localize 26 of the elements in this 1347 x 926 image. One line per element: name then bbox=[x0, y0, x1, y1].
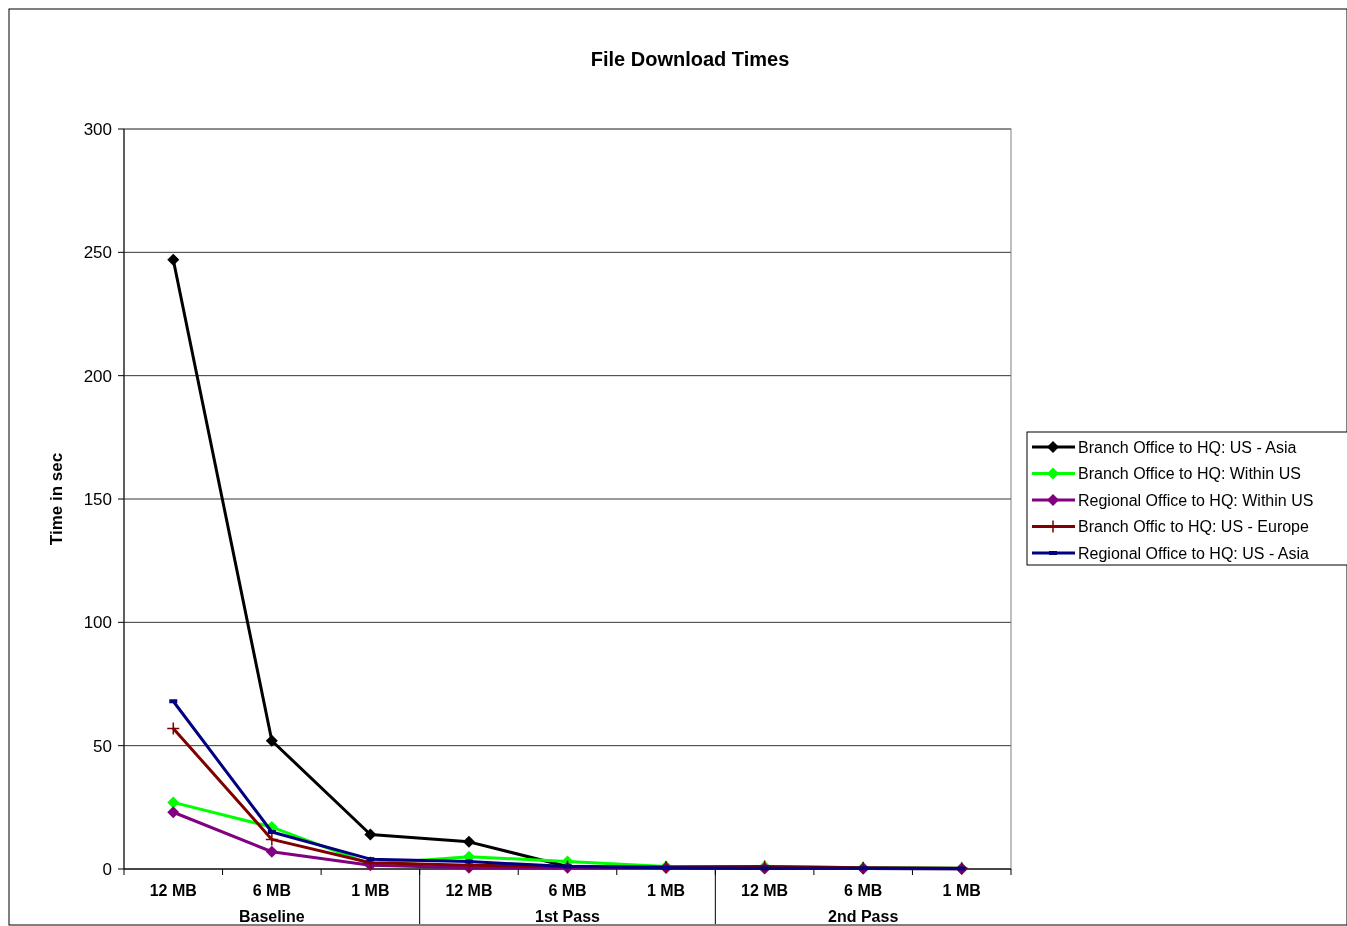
x-tick-label: 12 MB bbox=[741, 882, 789, 899]
y-tick-label: 0 bbox=[102, 859, 112, 879]
legend-label: Regional Office to HQ: US - Asia bbox=[1078, 544, 1310, 562]
legend-label: Branch Office to HQ: US - Asia bbox=[1078, 438, 1297, 456]
x-tick-label: 1 MB bbox=[351, 882, 390, 899]
y-tick-label: 300 bbox=[83, 119, 112, 139]
x-tick-label: 1 MB bbox=[942, 882, 981, 899]
y-axis-title: Time in sec bbox=[47, 452, 66, 546]
y-tick-label: 150 bbox=[83, 489, 112, 509]
x-tick-label: 6 MB bbox=[844, 882, 883, 899]
text: 1st Pass bbox=[535, 908, 601, 925]
text: Baseline bbox=[238, 908, 305, 925]
x-tick-label: 12 MB bbox=[149, 882, 197, 899]
y-tick-label: 50 bbox=[93, 736, 112, 756]
legend-label: Branch Offic to HQ: US - Europe bbox=[1078, 518, 1310, 536]
x-tick-label: 6 MB bbox=[548, 882, 587, 899]
x-tick-label: 12 MB bbox=[445, 882, 493, 899]
legend-label: Regional Office to HQ: Within US bbox=[1078, 491, 1314, 509]
y-tick-label: 100 bbox=[83, 613, 112, 633]
x-tick-label: 6 MB bbox=[252, 882, 291, 899]
y-tick-label: 200 bbox=[83, 366, 112, 386]
y-tick-label: 250 bbox=[83, 243, 112, 263]
x-tick-label: 1 MB bbox=[646, 882, 686, 899]
text: 2nd Pass bbox=[828, 908, 899, 925]
chart-title: File Download Times bbox=[590, 48, 790, 70]
legend-label: Branch Office to HQ: Within US bbox=[1078, 465, 1301, 483]
